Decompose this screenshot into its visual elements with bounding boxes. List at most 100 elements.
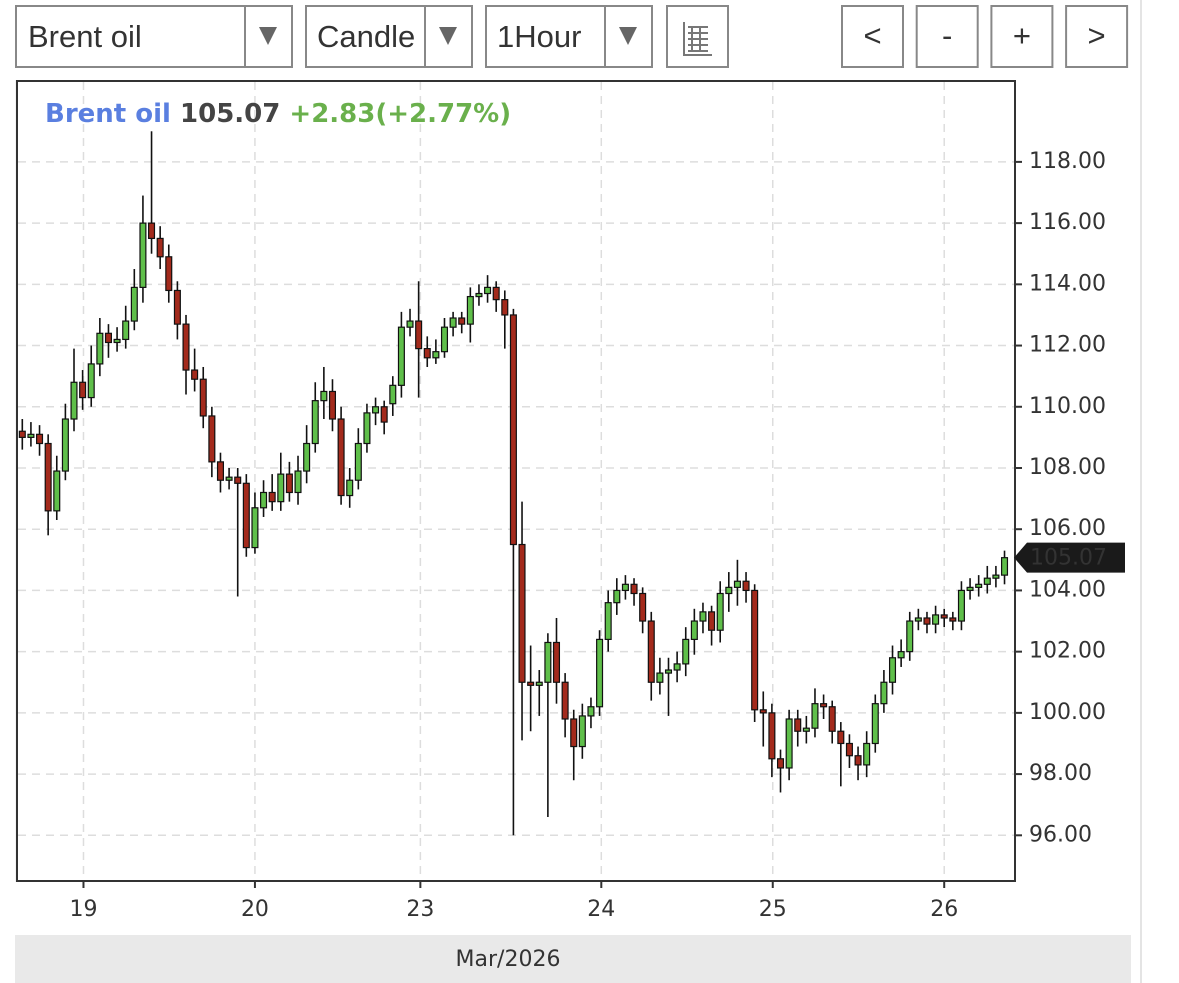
candle-body <box>165 256 173 292</box>
dropdown-arrow[interactable] <box>439 27 457 45</box>
candle-body <box>1000 557 1009 576</box>
candle-body <box>888 657 897 683</box>
candle-body <box>966 586 974 592</box>
candle-body <box>337 418 345 497</box>
candle-body <box>372 406 380 414</box>
candle-body <box>613 589 621 604</box>
nav-button[interactable] <box>915 5 979 68</box>
table-icon <box>683 22 712 56</box>
y-tick-label: 108.00 <box>1029 455 1106 480</box>
table-button[interactable] <box>666 5 729 68</box>
candle-body <box>673 663 681 671</box>
candle-body <box>518 543 526 683</box>
candle-body <box>725 586 733 595</box>
candle-body <box>535 681 543 686</box>
candle-body <box>423 348 431 359</box>
x-tick-label: 20 <box>241 897 269 922</box>
candle-body <box>466 295 474 325</box>
candle-body <box>449 317 457 328</box>
candle-body <box>87 363 95 399</box>
candle-body <box>785 718 793 769</box>
candle-body <box>484 286 492 295</box>
candle-body <box>501 299 509 316</box>
candle-body <box>561 681 569 720</box>
candle-body <box>53 470 61 512</box>
candle-body <box>923 617 931 625</box>
candle-body <box>664 669 673 674</box>
candle-body <box>820 703 828 708</box>
candle-body <box>880 681 888 705</box>
candle-body <box>897 651 905 659</box>
nav-button[interactable] <box>1065 5 1129 68</box>
y-tick-label: 102.00 <box>1029 639 1106 664</box>
nav-button[interactable] <box>841 5 904 68</box>
instrument-dropdown[interactable]: Brent oil <box>15 5 293 68</box>
candle-body <box>303 442 311 472</box>
candle-body <box>285 473 293 494</box>
candle-body <box>397 326 405 386</box>
legend: Brent oil 105.07 +2.83(+2.77%) <box>45 99 511 129</box>
candle-body <box>776 758 785 769</box>
candle-body <box>104 332 112 344</box>
candle-body <box>811 703 819 729</box>
candle-body <box>690 620 698 641</box>
interval-dropdown[interactable]: 1Hour <box>485 5 653 68</box>
candle-body <box>18 430 26 438</box>
dropdown-arrow[interactable] <box>259 27 277 45</box>
axes: 96.00 98.00 100.00 102.00 104.00 106.00 108.00… <box>69 149 1125 922</box>
candle-body <box>199 378 207 417</box>
dropdown-text-clip: Candle <box>317 19 415 54</box>
candle-body <box>837 730 845 745</box>
candle-body <box>544 641 552 683</box>
x-tick-label: 26 <box>930 897 958 922</box>
plot-border <box>16 80 1016 882</box>
button-box[interactable] <box>666 5 729 68</box>
candle-body <box>294 470 302 494</box>
candle-body <box>242 482 250 549</box>
candle-body <box>380 406 388 423</box>
candle-body <box>863 742 871 766</box>
candle-body <box>130 286 138 322</box>
candle-body <box>346 479 354 497</box>
candle-body <box>156 237 164 258</box>
candle-body <box>604 602 612 641</box>
legend-name: Brent oil <box>45 99 171 129</box>
dropdown-arrow[interactable] <box>619 27 637 45</box>
candle-body <box>44 442 52 512</box>
candle-body <box>578 715 586 748</box>
candle-body <box>492 286 500 301</box>
candle-body <box>708 611 716 631</box>
candle-body <box>139 222 147 288</box>
candle-body <box>415 320 423 350</box>
candle-body <box>716 592 724 631</box>
candle-body <box>440 326 449 353</box>
candles <box>18 131 1009 836</box>
candle-body <box>216 461 225 481</box>
candle-body <box>992 574 1000 579</box>
nav-button-label[interactable]: + <box>1013 18 1031 53</box>
candle-body <box>630 583 638 595</box>
nav-button-label[interactable]: < <box>863 18 881 53</box>
nav-button[interactable] <box>990 5 1054 68</box>
chart-type-dropdown[interactable]: Candle <box>305 5 473 68</box>
candle-body <box>234 476 242 484</box>
candle-body <box>36 433 44 445</box>
candle-body <box>596 638 604 708</box>
candle-body <box>699 611 707 622</box>
candle-body <box>682 638 690 665</box>
candle-body <box>828 706 836 732</box>
nav-button-label[interactable]: - <box>942 18 952 53</box>
candle-body <box>475 292 483 298</box>
candle-body <box>208 415 216 463</box>
y-tick-label: 110.00 <box>1029 394 1106 419</box>
y-tick-label: 116.00 <box>1029 210 1106 235</box>
candle-body <box>182 323 190 371</box>
y-tick-label: 112.00 <box>1029 333 1106 358</box>
candle-body <box>70 381 78 420</box>
candle-body <box>27 433 35 438</box>
candle-body <box>96 332 104 365</box>
candle-body <box>311 400 319 445</box>
candle-body <box>79 381 87 399</box>
nav-button-label[interactable]: > <box>1088 18 1106 53</box>
